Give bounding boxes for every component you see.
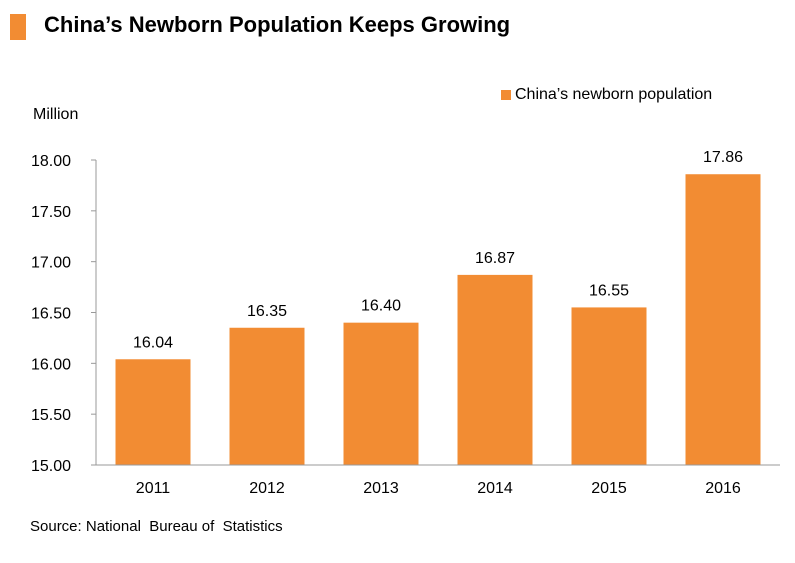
y-tick-label: 16.50 (31, 306, 71, 323)
x-tick-label: 2011 (136, 480, 171, 497)
y-tick-label: 15.00 (31, 458, 71, 475)
y-axis-label: Million (33, 106, 79, 123)
legend-label: China’s newborn population (515, 86, 713, 103)
title-accent-bar (10, 14, 26, 40)
bar (457, 274, 533, 465)
data-label: 16.55 (589, 282, 629, 299)
y-tick-label: 17.00 (31, 255, 71, 272)
bar (685, 174, 761, 465)
data-label: 16.35 (247, 303, 287, 320)
data-label: 16.04 (133, 334, 173, 351)
x-tick-label: 2012 (249, 480, 285, 497)
bar (571, 307, 647, 465)
y-tick-label: 15.50 (31, 407, 71, 424)
x-tick-label: 2014 (477, 480, 513, 497)
legend-swatch (501, 90, 511, 100)
y-tick-label: 18.00 (31, 153, 71, 170)
x-tick-label: 2015 (591, 480, 627, 497)
source-note: Source: National Bureau of Statistics (30, 518, 283, 535)
data-label: 16.40 (361, 298, 401, 315)
y-tick-label: 16.00 (31, 356, 71, 373)
bar (229, 327, 305, 465)
data-label: 16.87 (475, 250, 515, 267)
bar (343, 322, 419, 465)
bar (115, 359, 191, 465)
y-tick-label: 17.50 (31, 204, 71, 221)
x-tick-label: 2013 (363, 480, 399, 497)
legend: China’s newborn population (501, 86, 712, 104)
chart-title: China’s Newborn Population Keeps Growing (44, 12, 511, 37)
data-label: 17.86 (703, 149, 743, 166)
x-tick-label: 2016 (705, 480, 741, 497)
